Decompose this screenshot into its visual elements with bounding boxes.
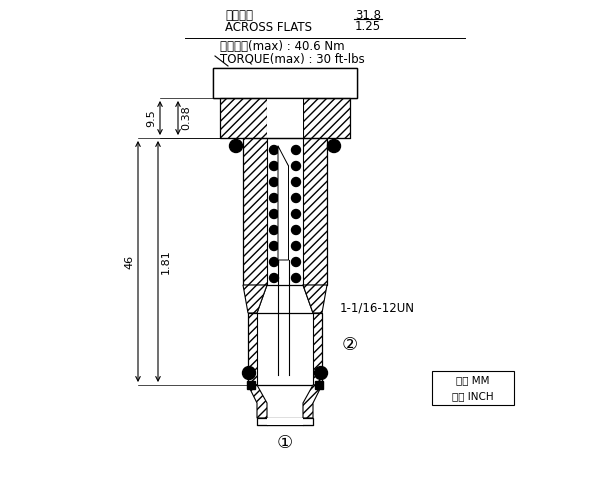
Circle shape: [269, 210, 278, 218]
Bar: [243, 138, 267, 285]
Polygon shape: [243, 285, 267, 313]
Circle shape: [292, 210, 301, 218]
Bar: [257, 313, 313, 385]
Circle shape: [242, 367, 256, 380]
Bar: [220, 98, 350, 138]
Polygon shape: [303, 385, 322, 418]
Text: 1-1/16-12UN: 1-1/16-12UN: [340, 301, 415, 314]
Bar: [315, 381, 323, 389]
Circle shape: [292, 177, 301, 186]
Circle shape: [269, 161, 278, 170]
Circle shape: [229, 140, 242, 153]
Text: 毫米 MM: 毫米 MM: [456, 375, 490, 385]
Text: 英寸 INCH: 英寸 INCH: [452, 391, 494, 401]
Bar: [303, 98, 350, 138]
Text: 1.25: 1.25: [355, 20, 381, 33]
Bar: [247, 381, 255, 389]
Text: 0.38: 0.38: [181, 106, 191, 130]
Text: TORQUE(max) : 30 ft-lbs: TORQUE(max) : 30 ft-lbs: [220, 52, 365, 65]
Bar: [220, 98, 267, 138]
Bar: [213, 68, 357, 98]
Bar: [257, 418, 313, 425]
Polygon shape: [303, 285, 327, 313]
Bar: [248, 313, 257, 385]
Circle shape: [269, 194, 278, 202]
Polygon shape: [278, 146, 289, 260]
Text: ACROSS FLATS: ACROSS FLATS: [225, 21, 312, 34]
Bar: [432, 371, 514, 405]
Bar: [303, 138, 327, 285]
Bar: [267, 98, 303, 138]
Text: ①: ①: [277, 434, 293, 452]
Bar: [313, 313, 322, 385]
Circle shape: [269, 257, 278, 267]
Polygon shape: [248, 385, 267, 418]
Circle shape: [292, 242, 301, 251]
Circle shape: [269, 177, 278, 186]
Text: 安裝扭矩(max) : 40.6 Nm: 安裝扭矩(max) : 40.6 Nm: [220, 40, 344, 53]
Circle shape: [314, 367, 328, 380]
Text: 1.81: 1.81: [161, 249, 171, 274]
Circle shape: [269, 226, 278, 235]
Circle shape: [269, 145, 278, 155]
Circle shape: [292, 273, 301, 283]
Polygon shape: [243, 285, 267, 313]
Circle shape: [292, 226, 301, 235]
Circle shape: [292, 257, 301, 267]
Bar: [248, 313, 322, 385]
Text: 9.5: 9.5: [146, 109, 156, 127]
Bar: [267, 138, 303, 285]
Circle shape: [328, 140, 341, 153]
Bar: [267, 418, 303, 425]
Bar: [243, 138, 327, 285]
Text: 31.8: 31.8: [355, 9, 381, 22]
Circle shape: [292, 161, 301, 170]
Text: 46: 46: [124, 255, 134, 269]
Text: ②: ②: [342, 336, 358, 354]
Circle shape: [269, 242, 278, 251]
Circle shape: [292, 194, 301, 202]
Circle shape: [292, 145, 301, 155]
Bar: [213, 68, 357, 98]
Text: 對邊寬度: 對邊寬度: [225, 9, 253, 22]
Circle shape: [269, 273, 278, 283]
